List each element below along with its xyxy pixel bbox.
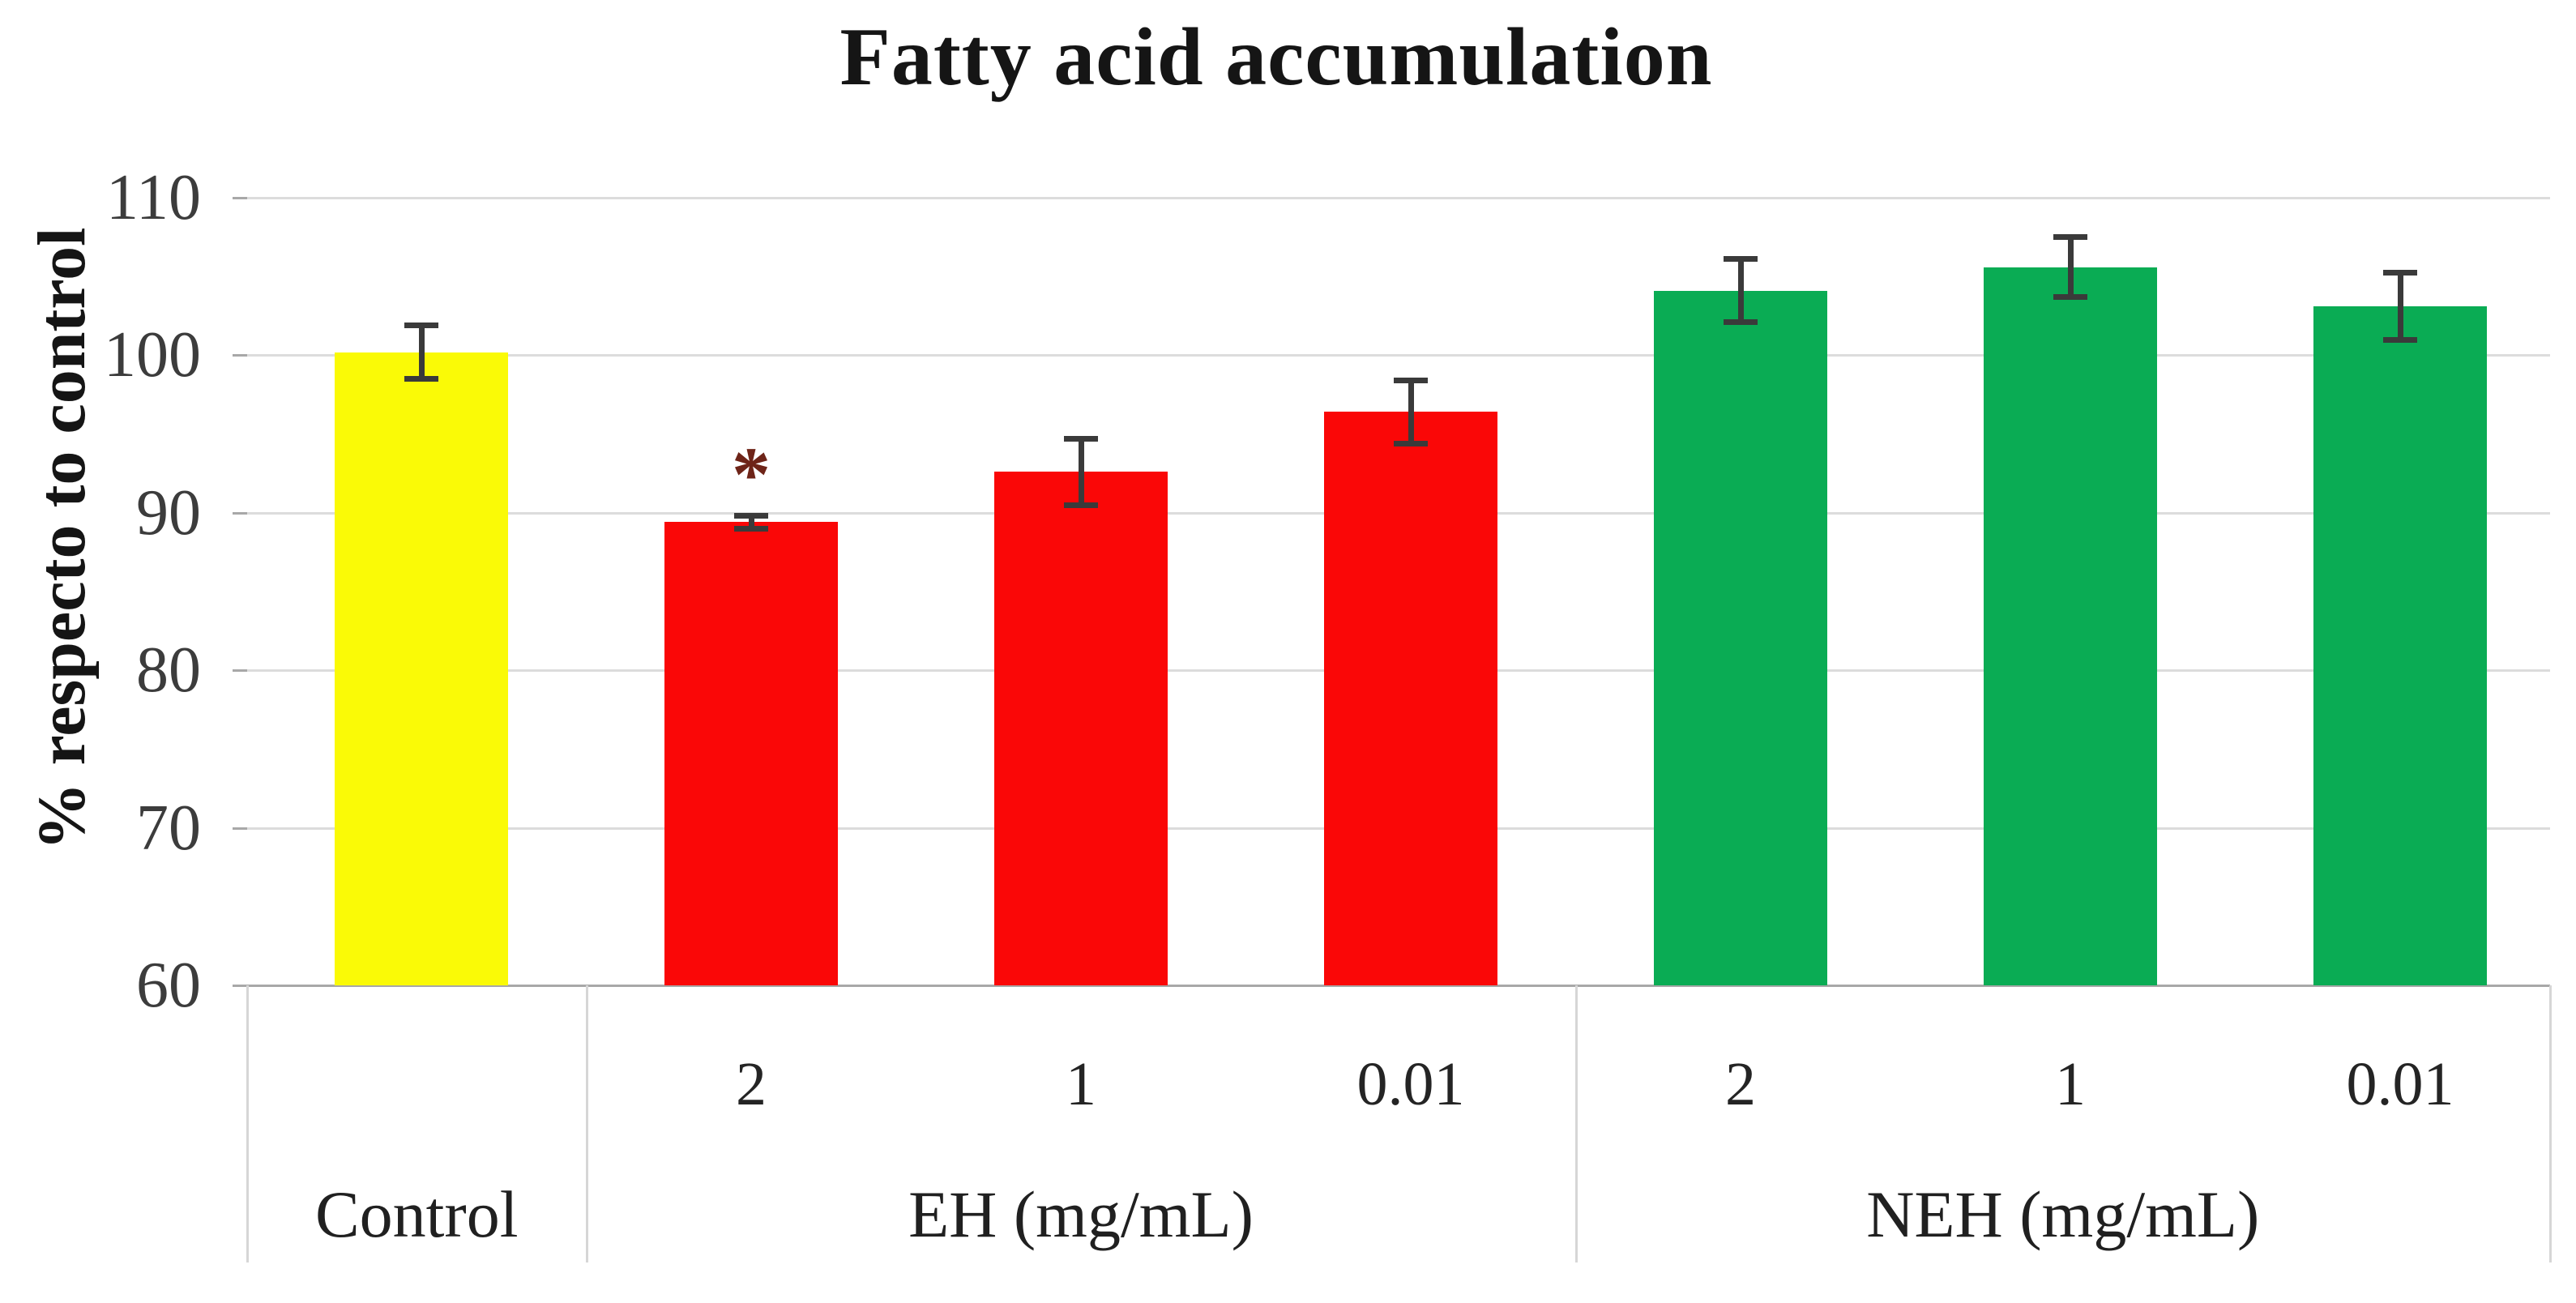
category-tick-label: 1 — [2055, 1050, 2086, 1118]
significance-asterisk: * — [732, 430, 771, 518]
y-tick-mark — [233, 669, 247, 673]
y-tick-mark — [233, 827, 247, 830]
category-group-label: NEH (mg/mL) — [1866, 1177, 2260, 1251]
bar-eh-1 — [994, 472, 1168, 985]
y-tick-mark — [233, 985, 247, 987]
bar-neh-2 — [1654, 290, 1827, 985]
error-bar-whisker — [2397, 270, 2403, 343]
y-tick-mark — [233, 197, 247, 199]
error-bar-cap-bottom — [1064, 502, 1098, 508]
category-tick-label: 2 — [736, 1050, 767, 1118]
error-bar-cap-bottom — [734, 526, 768, 532]
y-gridline — [247, 197, 2550, 199]
bar-neh-1 — [1984, 267, 2157, 985]
error-bar-cap-top — [1394, 377, 1428, 383]
category-tick-label: 2 — [1725, 1050, 1756, 1118]
error-bar-cap-bottom — [2383, 336, 2417, 343]
error-bar — [734, 512, 768, 532]
chart-title: Fatty acid accumulation — [839, 11, 1713, 103]
category-group-label: EH (mg/mL) — [908, 1177, 1254, 1251]
error-bar-cap-bottom — [1394, 441, 1428, 447]
bar-control — [335, 352, 508, 985]
y-tick-mark — [233, 354, 247, 357]
category-tick-label: 0.01 — [2346, 1050, 2454, 1118]
error-bar-whisker — [748, 512, 754, 532]
error-bar-cap-bottom — [1724, 319, 1758, 326]
bar-eh-2 — [664, 522, 838, 985]
error-bar — [2053, 233, 2087, 301]
error-bar-whisker — [418, 322, 425, 382]
error-bar-cap-top — [2053, 233, 2087, 240]
error-bar — [404, 322, 438, 382]
y-gridline — [247, 354, 2550, 357]
error-bar — [2383, 270, 2417, 343]
bar-eh-0.01 — [1324, 412, 1497, 985]
error-bar-cap-top — [734, 512, 768, 519]
error-bar-whisker — [1078, 435, 1084, 508]
error-bar-cap-top — [2383, 270, 2417, 276]
error-bar-cap-top — [1064, 435, 1098, 442]
table-divider — [2549, 985, 2552, 1262]
error-bar — [1064, 435, 1098, 508]
error-bar — [1394, 377, 1428, 447]
error-bar-whisker — [1408, 377, 1414, 447]
error-bar — [1724, 255, 1758, 326]
error-bar-cap-top — [1724, 255, 1758, 262]
x-axis-line — [247, 985, 2550, 987]
y-tick-label: 80 — [136, 634, 201, 707]
category-tick-label: 0.01 — [1356, 1050, 1465, 1118]
table-divider — [585, 985, 588, 1262]
y-tick-label: 110 — [105, 162, 201, 233]
error-bar-cap-bottom — [404, 376, 438, 382]
table-divider — [1574, 985, 1578, 1262]
error-bar-whisker — [2067, 233, 2074, 301]
y-tick-label: 60 — [136, 950, 201, 1021]
table-divider — [246, 985, 249, 1262]
y-tick-label: 100 — [104, 319, 201, 391]
y-tick-label: 70 — [136, 792, 201, 864]
error-bar-cap-bottom — [2053, 294, 2087, 301]
error-bar-cap-top — [404, 322, 438, 328]
bar-neh-0.01 — [2313, 306, 2487, 985]
y-tick-mark — [233, 511, 247, 515]
category-tick-label: 1 — [1066, 1050, 1096, 1118]
category-group-label: Control — [314, 1177, 519, 1251]
y-tick-label: 90 — [136, 476, 201, 549]
error-bar-whisker — [1737, 255, 1744, 326]
